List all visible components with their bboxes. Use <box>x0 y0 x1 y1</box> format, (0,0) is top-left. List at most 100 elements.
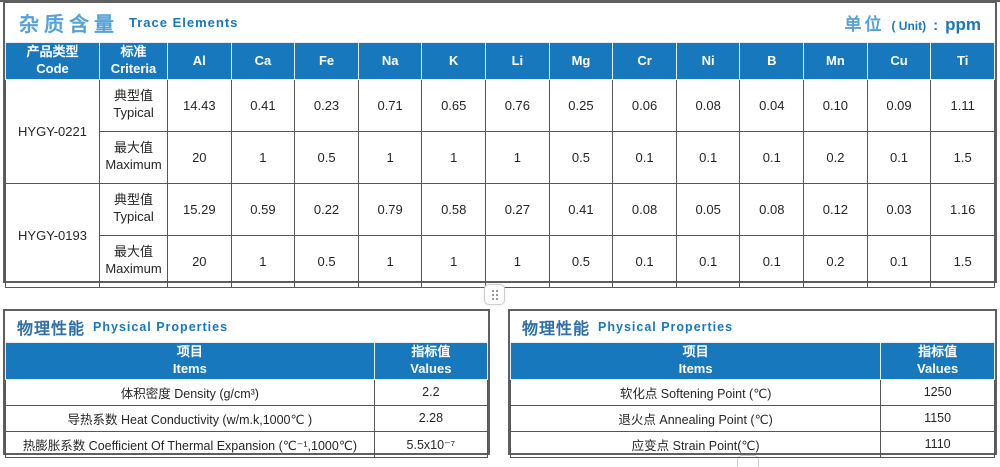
trace-elements-section: 杂质含量 Trace Elements 单位 ( Unit) : ppm 产品类… <box>3 1 997 288</box>
value-cell-mn: 0.2 <box>803 234 868 288</box>
unit-colon: : <box>933 17 939 34</box>
items-header: 项目 Items <box>509 342 882 380</box>
items-header: 项目 Items <box>5 342 375 380</box>
criteria-cell: 最大值 Maximum <box>99 234 168 288</box>
phys-left-title-zh: 物理性能 <box>17 320 86 338</box>
value-cell-cu: 0.1 <box>866 130 932 184</box>
value-cell-na: 0.71 <box>357 78 423 132</box>
value-cell-ti: 1.5 <box>930 234 995 288</box>
phys-right-title-bar: 物理性能 Physical Properties <box>510 311 995 342</box>
value-cell-li: 1 <box>485 234 550 288</box>
criteria-cell: 典型值 Typical <box>99 78 168 132</box>
code-header: 产品类型 Code <box>5 42 100 80</box>
value-cell-ni: 0.1 <box>675 130 741 184</box>
value-cell-ni: 0.1 <box>675 234 741 288</box>
phys-right-title-zh: 物理性能 <box>522 320 591 338</box>
value-cell-ca: 0.59 <box>230 182 296 236</box>
physical-properties-left-section: 物理性能 Physical Properties 项目 Items 指标值 Valu… <box>3 309 490 458</box>
physical-properties-right-table: 项目 Items 指标值 Values 软化点 Softening Point (℃… <box>509 342 995 458</box>
value-cell-cu: 0.09 <box>866 78 932 132</box>
value-cell-b: 0.04 <box>739 78 805 132</box>
value-cell-k: 0.58 <box>421 182 487 236</box>
criteria-cell: 最大值 Maximum <box>99 130 168 184</box>
property-value-cell: 2.28 <box>373 404 489 432</box>
value-cell-fe: 0.5 <box>294 234 359 288</box>
value-cell-ni: 0.05 <box>675 182 741 236</box>
value-cell-mn: 0.2 <box>803 130 868 184</box>
property-value-cell: 1150 <box>880 404 995 432</box>
unit-value: ppm <box>945 15 981 34</box>
value-cell-li: 0.27 <box>485 182 550 236</box>
property-value-cell: 5.5x10⁻⁷ <box>373 430 489 458</box>
trace-title-en: Trace Elements <box>129 15 239 30</box>
value-cell-mn: 0.12 <box>803 182 868 236</box>
value-cell-ti: 1.16 <box>930 182 995 236</box>
phys-left-title-en: Physical Properties <box>93 319 229 334</box>
trace-header-row: 产品类型 Code 标准 Criteria Al Ca Fe Na K Li Mg Cr Ni B Mn… <box>5 42 995 80</box>
property-row: 退火点 Annealing Point (℃) 1150 <box>509 404 995 432</box>
product-code-cell: HYGY-0193 <box>5 182 100 288</box>
value-cell-ca: 1 <box>230 130 296 184</box>
element-header-mn: Mn <box>803 42 868 80</box>
element-header-li: Li <box>485 42 550 80</box>
trace-data-row: HYGY-0193 典型值 Typical 15.29 0.59 0.22 0.79 0.5… <box>5 182 995 288</box>
element-header-ca: Ca <box>230 42 296 80</box>
value-cell-mg: 0.5 <box>548 130 614 184</box>
value-cell-al: 14.43 <box>167 78 232 132</box>
value-cell-ni: 0.08 <box>675 78 741 132</box>
value-cell-b: 0.1 <box>739 234 805 288</box>
value-cell-li: 1 <box>485 130 550 184</box>
value-cell-cr: 0.06 <box>612 78 677 132</box>
value-cell-mg: 0.41 <box>548 182 614 236</box>
value-cell-ti: 1.5 <box>930 130 995 184</box>
value-cell-cu: 0.03 <box>866 182 932 236</box>
property-item-cell: 体积密度 Density (g/cm³) <box>5 378 375 406</box>
property-item-cell: 应变点 Strain Point(℃) <box>509 430 882 458</box>
element-header-cr: Cr <box>612 42 677 80</box>
property-row: 软化点 Softening Point (℃) 1250 <box>509 378 995 406</box>
physical-properties-left-table: 项目 Items 指标值 Values 体积密度 Density (g/cm³) 2.… <box>5 342 489 458</box>
element-header-fe: Fe <box>294 42 359 80</box>
value-cell-mn: 0.10 <box>803 78 868 132</box>
trace-title-zh: 杂质含量 <box>19 14 119 36</box>
section-drag-handle-icon[interactable] <box>484 284 505 305</box>
unit-label-en: ( Unit) <box>891 19 927 33</box>
element-header-cu: Cu <box>866 42 932 80</box>
unit-area: 单位 ( Unit) : ppm <box>844 10 981 35</box>
property-row: 热膨胀系数 Coefficient Of Thermal Expansion (… <box>5 430 489 458</box>
value-cell-cr: 0.1 <box>612 130 677 184</box>
property-item-cell: 退火点 Annealing Point (℃) <box>509 404 882 432</box>
element-header-na: Na <box>357 42 423 80</box>
value-cell-k: 1 <box>421 130 487 184</box>
element-header-ni: Ni <box>675 42 741 80</box>
element-header-mg: Mg <box>548 42 614 80</box>
six-dot-grip-icon <box>491 289 498 300</box>
value-cell-k: 0.65 <box>421 78 487 132</box>
value-cell-cr: 0.08 <box>612 182 677 236</box>
property-item-cell: 软化点 Softening Point (℃) <box>509 378 882 406</box>
property-item-cell: 导热系数 Heat Conductivity (w/m.k,1000℃ ) <box>5 404 375 432</box>
element-header-b: B <box>739 42 805 80</box>
trace-data-row: HYGY-0221 典型值 Typical 14.43 0.41 0.23 0.71 0.6… <box>5 78 995 184</box>
value-cell-fe: 0.22 <box>294 182 359 236</box>
value-cell-na: 1 <box>357 130 423 184</box>
value-cell-fe: 0.23 <box>294 78 359 132</box>
value-cell-ca: 1 <box>230 234 296 288</box>
value-cell-al: 20 <box>167 234 232 288</box>
trace-data-row: 最大值 Maximum 20 1 0.5 1 1 1 0.5 0.1 0.1 0.1 0.2 0.1 1.… <box>6 130 995 184</box>
property-row: 体积密度 Density (g/cm³) 2.2 <box>5 378 489 406</box>
property-value-cell: 2.2 <box>373 378 489 406</box>
value-cell-al: 15.29 <box>167 182 232 236</box>
trace-data-row: 最大值 Maximum 20 1 0.5 1 1 1 0.5 0.1 0.1 0.1 0.2 0.1 1.… <box>6 234 995 288</box>
trace-elements-table: 产品类型 Code 标准 Criteria Al Ca Fe Na K Li Mg Cr Ni B Mn… <box>5 42 995 288</box>
physical-properties-right-section: 物理性能 Physical Properties 项目 Items 指标值 Valu… <box>508 309 997 458</box>
unit-label-zh: 单位 <box>844 15 885 34</box>
values-header: 指标值 Values <box>373 342 489 380</box>
value-cell-mg: 0.5 <box>548 234 614 288</box>
phys-right-title-en: Physical Properties <box>598 319 734 334</box>
property-row: 导热系数 Heat Conductivity (w/m.k,1000℃ ) 2.2… <box>5 404 489 432</box>
value-cell-k: 1 <box>421 234 487 288</box>
property-item-cell: 热膨胀系数 Coefficient Of Thermal Expansion (… <box>5 430 375 458</box>
values-header: 指标值 Values <box>880 342 995 380</box>
criteria-header: 标准 Criteria <box>99 42 168 80</box>
